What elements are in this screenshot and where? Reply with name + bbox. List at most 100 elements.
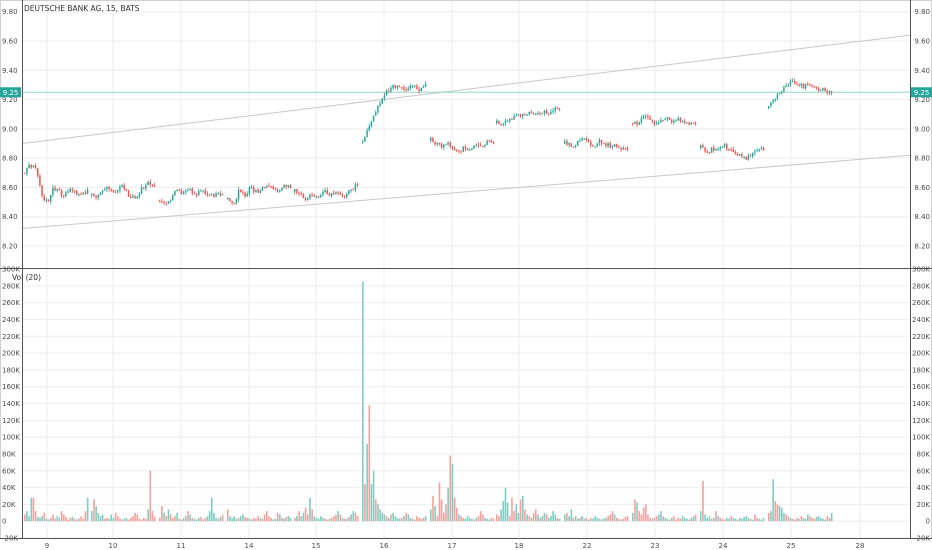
candle-body (598, 140, 601, 144)
volume-bar (558, 518, 561, 522)
volume-bar (227, 509, 229, 522)
current-price-text: 9.25 (914, 89, 930, 97)
volume-bar (548, 517, 550, 522)
candle-body (756, 150, 758, 152)
candle-body (813, 86, 815, 88)
volume-bar (620, 519, 622, 522)
candle-body (309, 194, 311, 199)
volume-bars (24, 281, 833, 522)
candle-body (498, 120, 500, 124)
candle-body (743, 156, 745, 158)
candle-body (517, 114, 520, 116)
volume-bar (524, 509, 526, 522)
volume-bar (462, 517, 465, 522)
volume-bar (528, 516, 531, 522)
candle-body (313, 195, 315, 197)
volume-bar (193, 518, 196, 522)
volume-bar (762, 517, 765, 522)
candle-body (43, 196, 45, 201)
volume-bar (509, 516, 511, 522)
candle-body (522, 114, 524, 117)
candle-body (259, 190, 261, 193)
volume-bar (638, 511, 641, 522)
volume-bar (151, 511, 154, 522)
volume-tick-label-left: 80K (2, 450, 16, 458)
volume-bar (372, 470, 375, 522)
candle-body (607, 143, 609, 146)
candle-body (416, 85, 418, 90)
volume-bar (348, 516, 350, 522)
candle-body (675, 120, 677, 122)
volume-bar (311, 509, 313, 522)
candle-body (778, 93, 781, 95)
volume-bar (600, 519, 603, 522)
volume-bar (304, 507, 307, 522)
candle-body (63, 195, 65, 197)
candle-body (456, 150, 458, 152)
candle-body (532, 113, 535, 115)
candle-body (163, 202, 165, 204)
candle-body (548, 113, 550, 115)
candle-body (71, 188, 74, 191)
x-tick-label: 10 (109, 542, 118, 550)
candle-body (26, 168, 28, 174)
volume-bar (394, 516, 397, 522)
volume-bar (341, 517, 344, 522)
candle-body (341, 194, 344, 197)
volume-bar (758, 518, 761, 522)
candle-body (577, 141, 579, 146)
volume-bar (607, 516, 609, 522)
candle-body (235, 199, 238, 204)
candle-body (169, 200, 172, 202)
candle-body (443, 144, 445, 148)
volume-bar (719, 517, 722, 522)
candle-body (587, 139, 590, 142)
trend-line (21, 154, 911, 229)
candle-body (500, 123, 502, 125)
volume-bar (385, 516, 388, 522)
volume-bar (233, 516, 236, 522)
candle-body (817, 88, 820, 91)
volume-bar (370, 484, 373, 522)
candle-body (796, 83, 798, 85)
volume-bar (383, 514, 386, 522)
volume-bar (692, 516, 695, 522)
candle-body (658, 122, 660, 124)
candle-body (414, 85, 416, 87)
candle-body (632, 123, 634, 125)
volume-bar (715, 511, 717, 522)
volume-bar (130, 517, 132, 522)
volume-bar (320, 516, 322, 522)
volume-bar (749, 518, 752, 522)
volume-bar (568, 516, 570, 522)
candle-body (93, 193, 95, 197)
candle-body (526, 114, 528, 116)
volume-bar (498, 516, 500, 522)
volume-tick-label-left: 220K (2, 333, 20, 341)
volume-bar (445, 504, 447, 522)
volume-bar (143, 517, 145, 522)
volume-bar (69, 517, 72, 522)
volume-bar (785, 514, 787, 522)
candle-body (69, 188, 71, 192)
volume-bar (63, 514, 65, 522)
volume-bar (664, 517, 667, 522)
volume-bar (732, 517, 735, 522)
volume-bar (97, 512, 100, 522)
candle-body (143, 187, 145, 189)
candle-body (30, 164, 32, 168)
volume-bar (285, 516, 288, 522)
volume-tick-label-right: 0 (926, 518, 930, 526)
price-tick-label-left: 9.60 (2, 38, 18, 46)
volume-bar (817, 516, 820, 522)
candle-body (185, 190, 187, 193)
candle-body (211, 194, 213, 196)
volume-bar (189, 514, 191, 522)
candle-body (603, 143, 605, 145)
volume-bar (366, 443, 368, 522)
candle-body (159, 200, 161, 202)
price-tick-label-left: 8.60 (2, 184, 18, 192)
volume-bar (579, 517, 581, 522)
candle-body (335, 192, 337, 194)
candle-body (558, 108, 561, 110)
